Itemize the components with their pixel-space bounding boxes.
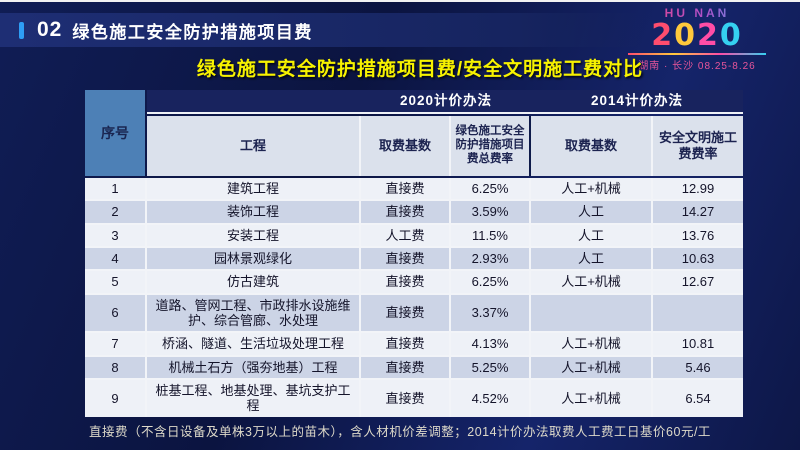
table-row: 5 仿古建筑 直接费 6.25% 人工+机械 12.67 [85,271,743,295]
cell-base-2014: 人工+机械 [531,178,653,202]
cell-rate-2014: 10.63 [653,247,743,272]
cell-rate-2020: 2.93% [451,247,531,272]
header-band: 02 绿色施工安全防护措施项目费 [0,13,648,47]
cell-project: 建筑工程 [147,178,361,202]
table-row: 3 安装工程 人工费 11.5% 人工 13.76 [85,224,743,248]
cell-base-2014: 人工 [531,247,653,272]
cell-rate-2014: 10.81 [653,333,743,357]
cell-rate-2020: 11.5% [451,224,531,248]
cell-rate-2020: 3.37% [451,294,531,334]
cell-base-2020: 直接费 [361,294,451,334]
cell-rate-2014: 13.76 [653,224,743,248]
cell-no: 7 [85,333,147,357]
cell-no: 6 [85,294,147,334]
cell-base-2020: 直接费 [361,201,451,225]
cell-rate-2014: 5.46 [653,356,743,380]
cell-base-2014: 人工+机械 [531,271,653,295]
logo-venue-dates: 湖南 · 长沙 08.25-8.26 [638,60,756,72]
cell-project: 园林景观绿化 [147,247,361,272]
cell-project: 装饰工程 [147,201,361,225]
table-header: 序号 2020计价办法 2014计价办法 工程 取费基数 绿色施工安全防护措施项… [85,90,743,178]
cell-rate-2020: 6.25% [451,178,531,202]
logo-year-digit: 0 [674,18,697,53]
cell-rate-2020: 4.13% [451,333,531,357]
column-header-rate-2014: 安全文明施工费费率 [653,116,743,176]
cell-no: 5 [85,271,147,295]
cell-no: 3 [85,224,147,248]
table-row: 6 道路、管网工程、市政排水设施维护、综合管廊、水处理 直接费 3.37% [85,294,743,334]
cell-base-2020: 直接费 [361,178,451,202]
table-row: 2 装饰工程 直接费 3.59% 人工 14.27 [85,201,743,225]
cell-rate-2014 [653,294,743,334]
column-headers: 工程 取费基数 绿色施工安全防护措施项目费总费率 取费基数 安全文明施工费费率 [147,116,743,176]
cell-no: 2 [85,201,147,225]
column-group-band: 2020计价办法 2014计价办法 [147,90,743,114]
cell-base-2020: 直接费 [361,333,451,357]
slide-subtitle: 绿色施工安全防护措施项目费/安全文明施工费对比 [196,59,644,80]
cell-base-2014: 人工+机械 [531,333,653,357]
comparison-table: 序号 2020计价办法 2014计价办法 工程 取费基数 绿色施工安全防护措施项… [85,90,743,417]
cell-base-2014: 人工+机械 [531,356,653,380]
cell-no: 9 [85,379,147,417]
cell-base-2014 [531,294,653,334]
cell-rate-2014: 12.67 [653,271,743,295]
cell-base-2014: 人工 [531,201,653,225]
logo-year: 2020 [622,20,772,52]
cell-base-2014: 人工+机械 [531,379,653,417]
cell-rate-2014: 14.27 [653,201,743,225]
footer-note: 直接费（不含日设备及单株3万以上的苗木），含人材机价差调整；2014计价办法取费… [89,425,711,439]
table-row: 1 建筑工程 直接费 6.25% 人工+机械 12.99 [85,178,743,202]
cell-project: 桥涵、隧道、生活垃圾处理工程 [147,333,361,357]
cell-rate-2020: 4.52% [451,379,531,417]
table-row: 4 园林景观绿化 直接费 2.93% 人工 10.63 [85,247,743,272]
table-row: 7 桥涵、隧道、生活垃圾处理工程 直接费 4.13% 人工+机械 10.81 [85,333,743,357]
logo-year-digit: 2 [697,18,720,53]
cell-base-2020: 直接费 [361,271,451,295]
logo-gradient-rule [628,52,766,55]
cell-project: 桩基工程、地基处理、基坑支护工程 [147,379,361,417]
cell-rate-2014: 12.99 [653,178,743,202]
cell-base-2020: 直接费 [361,379,451,417]
cell-base-2014: 人工 [531,224,653,248]
cell-no: 4 [85,247,147,272]
cell-base-2020: 直接费 [361,356,451,380]
cell-project: 仿古建筑 [147,271,361,295]
cell-no: 8 [85,356,147,380]
logo-region-text: HU NAN [622,6,772,20]
column-header-no: 序号 [85,90,145,176]
section-number: 02 [37,18,63,41]
cell-project: 机械土石方（强夯地基）工程 [147,356,361,380]
table-body: 1 建筑工程 直接费 6.25% 人工+机械 12.99 2 装饰工程 直接费 … [85,178,743,417]
page-title: 绿色施工安全防护措施项目费 [72,22,313,42]
table-row: 9 桩基工程、地基处理、基坑支护工程 直接费 4.52% 人工+机械 6.54 [85,379,743,417]
cell-base-2020: 人工费 [361,224,451,248]
column-header-base-2014: 取费基数 [531,116,653,176]
column-header-rate-2020: 绿色施工安全防护措施项目费总费率 [451,116,531,176]
table-row: 8 机械土石方（强夯地基）工程 直接费 5.25% 人工+机械 5.46 [85,356,743,380]
column-header-base-2020: 取费基数 [361,116,451,176]
column-group-2020: 2020计价办法 [399,93,493,108]
cell-project: 安装工程 [147,224,361,248]
accent-bar-icon [19,21,24,39]
cell-no: 1 [85,178,147,202]
cell-base-2020: 直接费 [361,247,451,272]
cell-rate-2020: 5.25% [451,356,531,380]
logo-year-digit: 2 [651,18,675,53]
conference-logo: HU NAN 2020 湖南 · 长沙 08.25-8.26 [622,6,772,72]
cell-rate-2014: 6.54 [653,379,743,417]
top-divider [0,0,800,2]
column-group-2014: 2014计价办法 [590,93,684,108]
logo-year-digit: 0 [719,18,743,53]
cell-rate-2020: 3.59% [451,201,531,225]
cell-project: 道路、管网工程、市政排水设施维护、综合管廊、水处理 [147,294,361,334]
column-header-project: 工程 [147,116,361,176]
cell-rate-2020: 6.25% [451,271,531,295]
